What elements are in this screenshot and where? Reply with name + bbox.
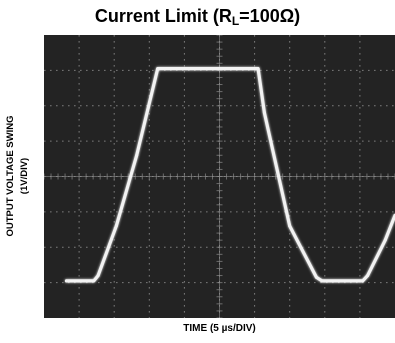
trace-point bbox=[65, 279, 68, 283]
trace-point bbox=[383, 238, 387, 242]
chart-title: Current Limit (RL=100Ω) bbox=[0, 6, 395, 28]
trace-point bbox=[96, 274, 100, 278]
trace-point bbox=[262, 111, 266, 115]
trace-point bbox=[361, 279, 365, 283]
trace-point bbox=[288, 224, 292, 228]
y-axis-label: OUTPUT VOLTAGE SWING (1V/DIV) bbox=[4, 56, 32, 296]
graticule bbox=[44, 35, 395, 318]
trace-layer bbox=[64, 66, 395, 283]
trace-point bbox=[156, 67, 160, 71]
waveform-plot bbox=[44, 35, 395, 318]
trace-point bbox=[366, 274, 370, 278]
trace-point bbox=[135, 153, 139, 157]
x-axis-label: TIME (5 µs/DIV) bbox=[183, 323, 256, 334]
title-prefix: Current Limit (R bbox=[94, 6, 232, 26]
oscilloscope-screen bbox=[44, 35, 395, 318]
trace-point bbox=[114, 224, 118, 228]
title-suffix: =100Ω) bbox=[239, 6, 301, 26]
y-axis-label-line1: OUTPUT VOLTAGE SWING bbox=[5, 115, 16, 237]
title-subscript: L bbox=[231, 14, 240, 28]
y-axis-label-line2: (1V/DIV) bbox=[19, 157, 30, 195]
trace-point bbox=[314, 275, 318, 279]
trace-point bbox=[320, 279, 324, 283]
trace-point bbox=[92, 279, 96, 283]
trace-point bbox=[256, 67, 260, 71]
